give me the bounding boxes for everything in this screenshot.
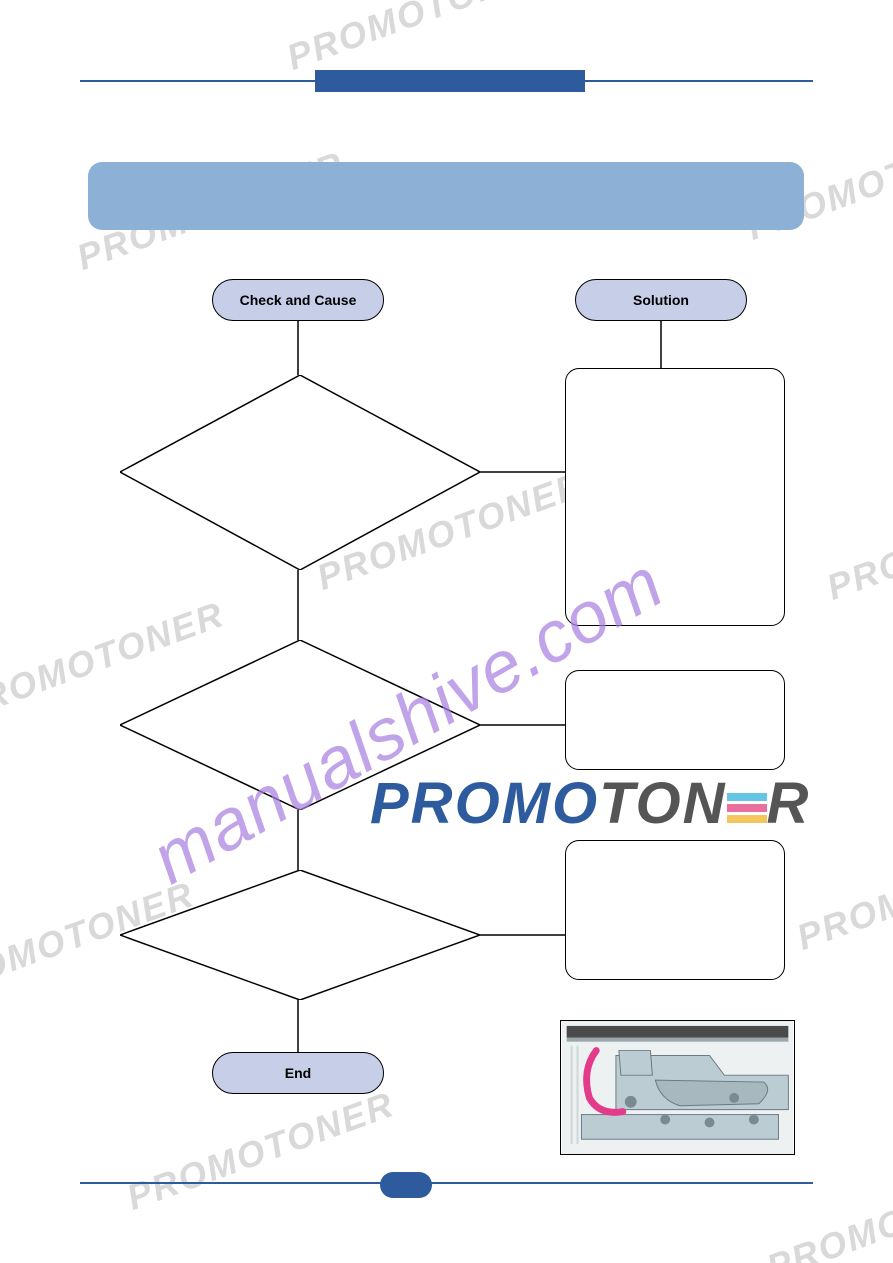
watermark-promotoner: PROMOTONER: [761, 1153, 893, 1263]
decision-3: [120, 870, 480, 1000]
end-pill: End: [212, 1052, 384, 1094]
bottom-rule: [80, 1182, 813, 1184]
watermark-promotoner: PROMOTONER: [791, 823, 893, 959]
solution-pill: Solution: [575, 279, 747, 321]
mechanism-photo: [560, 1020, 795, 1155]
watermark-promotoner: PROMOTONER: [821, 473, 893, 609]
header-box: [88, 162, 804, 230]
check-cause-pill: Check and Cause: [212, 279, 384, 321]
page: PROMOTONER PROMOTONER PROMOTONER PROMOTO…: [0, 0, 893, 1263]
page-number-pill: [380, 1172, 432, 1198]
watermark-promotoner-logo: PROMOTON R: [370, 770, 810, 837]
solution-box-2: [565, 670, 785, 770]
logo-part-bars: [727, 790, 767, 826]
decision-1: [120, 375, 480, 570]
solution-box-3: [565, 840, 785, 980]
logo-part-r: R: [767, 771, 811, 836]
solution-box-1: [565, 368, 785, 626]
logo-part-promo: PROMO: [370, 771, 599, 836]
top-tab: [315, 70, 585, 92]
watermark-promotoner: PROMOTONER: [121, 1083, 400, 1219]
watermark-promotoner: PROMOTONER: [281, 0, 560, 79]
logo-part-ton: TON: [599, 771, 726, 836]
